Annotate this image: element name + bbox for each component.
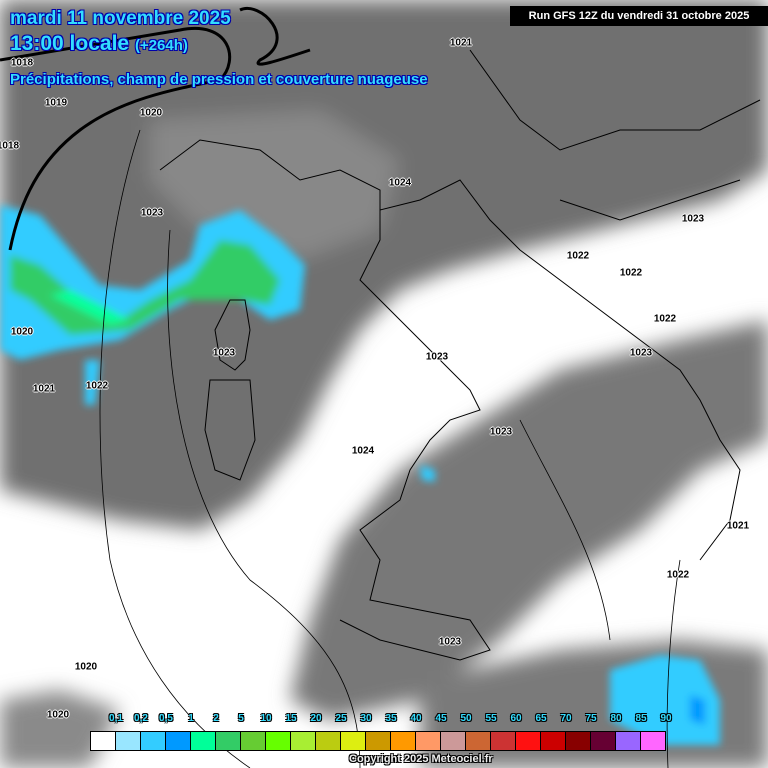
pressure-label: 1018 bbox=[0, 140, 20, 152]
legend-label: 70 bbox=[560, 713, 572, 724]
legend-swatch bbox=[616, 732, 641, 750]
legend-swatch bbox=[366, 732, 391, 750]
legend-label: 65 bbox=[535, 713, 547, 724]
legend-swatch bbox=[466, 732, 491, 750]
coastlines bbox=[159, 49, 761, 661]
legend-swatch bbox=[591, 732, 616, 750]
legend-label: 20 bbox=[310, 713, 322, 724]
legend-swatch bbox=[441, 732, 466, 750]
legend-label: 50 bbox=[460, 713, 472, 724]
pressure-label: 1021 bbox=[726, 520, 750, 532]
legend-swatch bbox=[141, 732, 166, 750]
legend-swatch bbox=[516, 732, 541, 750]
legend-swatch bbox=[391, 732, 416, 750]
forecast-date: mardi 11 novembre 2025 bbox=[10, 8, 231, 29]
pressure-label: 1022 bbox=[619, 267, 643, 279]
pressure-label: 1022 bbox=[666, 569, 690, 581]
pressure-label: 1023 bbox=[629, 347, 653, 359]
pressure-label: 1020 bbox=[46, 709, 70, 721]
legend-swatch bbox=[566, 732, 591, 750]
legend-swatch bbox=[166, 732, 191, 750]
legend-swatch bbox=[216, 732, 241, 750]
legend-label: 80 bbox=[610, 713, 622, 724]
precipitation bbox=[0, 205, 720, 745]
legend-swatch bbox=[341, 732, 366, 750]
pressure-label: 1018 bbox=[10, 57, 34, 69]
legend-swatch bbox=[191, 732, 216, 750]
pressure-label: 1024 bbox=[351, 445, 375, 457]
pressure-label: 1021 bbox=[32, 383, 56, 395]
isobars bbox=[99, 129, 681, 768]
copyright: Copyright 2025 Meteociel.fr bbox=[349, 753, 493, 765]
pressure-label: 1023 bbox=[140, 207, 164, 219]
thick-isobars bbox=[0, 7, 311, 251]
pressure-label: 1023 bbox=[489, 426, 513, 438]
precipitation-legend bbox=[90, 731, 666, 751]
run-info: Run GFS 12Z du vendredi 31 octobre 2025 bbox=[510, 6, 768, 26]
legend-label: 0,5 bbox=[159, 713, 173, 724]
legend-label: 85 bbox=[635, 713, 647, 724]
legend-label: 75 bbox=[585, 713, 597, 724]
legend-label: 15 bbox=[285, 713, 297, 724]
pressure-label: 1020 bbox=[139, 107, 163, 119]
legend-swatch bbox=[116, 732, 141, 750]
pressure-label: 1023 bbox=[212, 347, 236, 359]
legend-label: 90 bbox=[660, 713, 672, 724]
legend-swatch bbox=[491, 732, 516, 750]
pressure-label: 1019 bbox=[44, 97, 68, 109]
legend-swatch bbox=[241, 732, 266, 750]
legend-label: 30 bbox=[360, 713, 372, 724]
pressure-label: 1021 bbox=[449, 37, 473, 49]
legend-swatch bbox=[416, 732, 441, 750]
legend-label: 35 bbox=[385, 713, 397, 724]
legend-swatch bbox=[541, 732, 566, 750]
legend-label: 60 bbox=[510, 713, 522, 724]
legend-label: 40 bbox=[410, 713, 422, 724]
pressure-label: 1023 bbox=[438, 636, 462, 648]
local-time: 13:00 locale bbox=[10, 32, 130, 55]
legend-label: 45 bbox=[435, 713, 447, 724]
pressure-label: 1022 bbox=[566, 250, 590, 262]
legend-label: 55 bbox=[485, 713, 497, 724]
pressure-label: 1024 bbox=[388, 177, 412, 189]
pressure-label: 1022 bbox=[653, 313, 677, 325]
forecast-time: 13:00 locale (+264h) bbox=[10, 32, 188, 58]
legend-label: 0,2 bbox=[134, 713, 148, 724]
legend-label: 0,1 bbox=[109, 713, 123, 724]
legend-label: 10 bbox=[260, 713, 272, 724]
lead-time: (+264h) bbox=[134, 37, 188, 54]
pressure-label: 1023 bbox=[425, 351, 449, 363]
legend-label: 2 bbox=[213, 713, 219, 724]
legend-swatch bbox=[91, 732, 116, 750]
pressure-label: 1023 bbox=[681, 213, 705, 225]
map-subtitle: Précipitations, champ de pression et cou… bbox=[10, 71, 428, 88]
pressure-label: 1020 bbox=[10, 326, 34, 338]
legend-swatch bbox=[266, 732, 291, 750]
pressure-label: 1020 bbox=[74, 661, 98, 673]
legend-swatch bbox=[641, 732, 665, 750]
legend-label: 1 bbox=[188, 713, 194, 724]
legend-swatch bbox=[316, 732, 341, 750]
pressure-label: 1022 bbox=[85, 380, 109, 392]
legend-swatch bbox=[291, 732, 316, 750]
legend-label: 5 bbox=[238, 713, 244, 724]
legend-label: 25 bbox=[335, 713, 347, 724]
